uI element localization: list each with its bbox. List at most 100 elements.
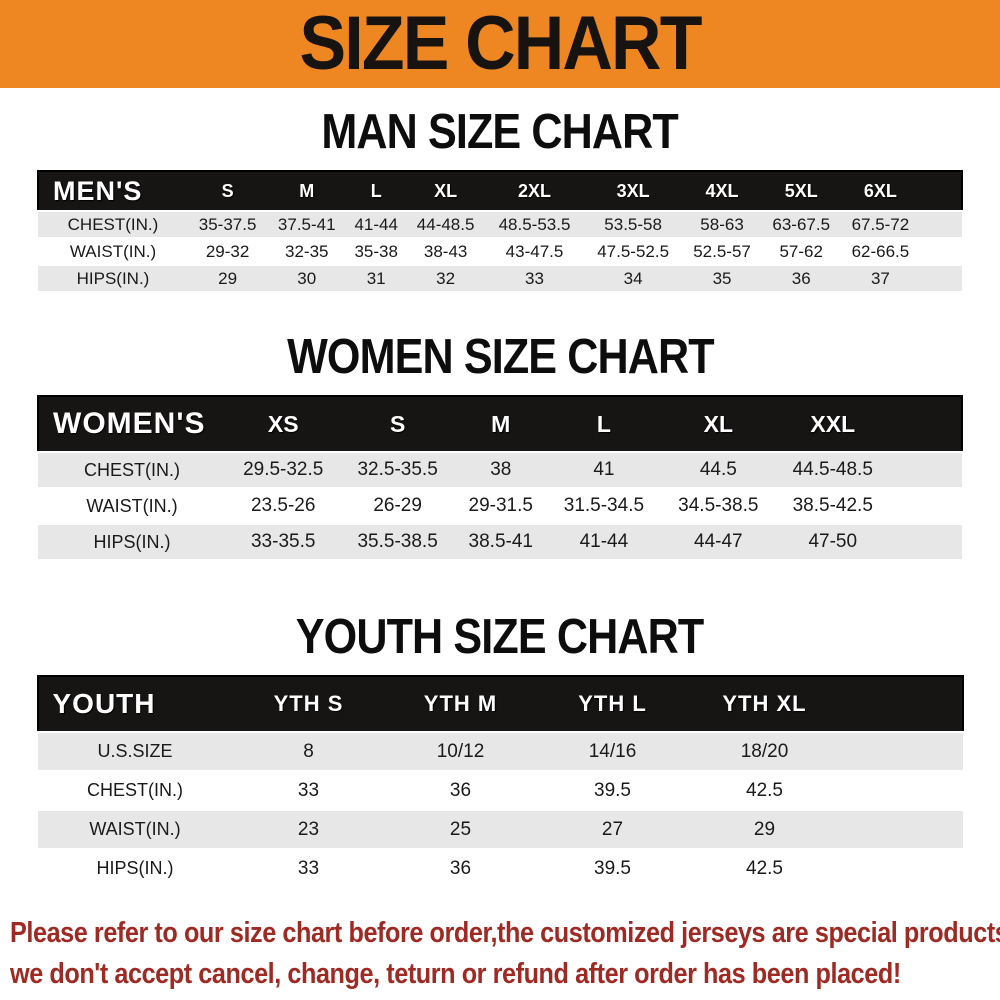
disclaimer-line-2: we don't accept cancel, change, teturn o… — [10, 958, 901, 990]
size-cell: 25 — [384, 809, 537, 850]
spacer-cell — [920, 210, 962, 239]
youth-ussize-row: U.S.SIZE 8 10/12 14/16 18/20 — [37, 731, 963, 772]
size-cell: 38 — [454, 451, 547, 489]
women-heading-text: WOMEN SIZE CHART — [286, 330, 715, 384]
size-cell: 32-35 — [267, 237, 347, 266]
women-chest-row: CHEST(IN.) 29.5-32.5 32.5-35.5 38 41 44.… — [38, 451, 962, 489]
size-cell: 31.5-34.5 — [546, 487, 662, 525]
men-chest-row: CHEST(IN.) 35-37.5 37.5-41 41-44 44-48.5… — [38, 210, 962, 239]
column-header: M — [454, 396, 547, 452]
size-cell: 44-47 — [661, 523, 776, 561]
size-cell: 34.5-38.5 — [661, 487, 776, 525]
size-cell: 33 — [232, 770, 385, 811]
size-cell: 29.5-32.5 — [226, 451, 341, 489]
size-cell: 44-48.5 — [406, 210, 486, 239]
size-cell: 33 — [232, 848, 385, 889]
size-cell: 43-47.5 — [485, 237, 584, 266]
size-cell: 35.5-38.5 — [340, 523, 455, 561]
column-header: XL — [661, 396, 776, 452]
spacer-cell — [840, 809, 963, 850]
women-section-heading: WOMEN SIZE CHART — [0, 331, 1000, 395]
spacer-cell — [920, 264, 962, 293]
size-cell: 38.5-42.5 — [775, 487, 890, 525]
banner: SIZE CHART — [0, 0, 1000, 88]
spacer-cell — [890, 487, 962, 525]
row-label: WAIST(IN.) — [38, 237, 188, 266]
size-cell: 63-67.5 — [761, 210, 841, 239]
spacer-cell — [890, 523, 962, 561]
women-header-row: WOMEN'S XS S M L XL XXL — [38, 396, 962, 452]
column-header: XS — [226, 396, 341, 452]
spacer-cell — [920, 237, 962, 266]
row-label: WAIST(IN.) — [38, 487, 226, 525]
row-label: U.S.SIZE — [37, 731, 233, 772]
column-header: YTH M — [384, 676, 537, 732]
size-cell: 62-66.5 — [840, 237, 920, 266]
size-cell: 29 — [688, 809, 841, 850]
size-cell: 26-29 — [340, 487, 455, 525]
youth-chest-row: CHEST(IN.) 33 36 39.5 42.5 — [37, 770, 963, 811]
size-cell: 32 — [406, 264, 486, 293]
men-waist-row: WAIST(IN.) 29-32 32-35 35-38 38-43 43-47… — [38, 237, 962, 266]
size-cell: 42.5 — [688, 848, 841, 889]
row-label: CHEST(IN.) — [37, 770, 233, 811]
row-label: WAIST(IN.) — [37, 809, 233, 850]
column-header: L — [546, 396, 662, 452]
size-cell: 35-38 — [346, 237, 407, 266]
youth-section-heading: YOUTH SIZE CHART — [0, 611, 1000, 675]
column-header: YTH L — [536, 676, 689, 732]
column-header: L — [346, 171, 407, 211]
women-table-title: WOMEN'S — [38, 396, 226, 452]
size-cell: 36 — [761, 264, 841, 293]
column-header: 2XL — [485, 171, 584, 211]
size-cell: 42.5 — [688, 770, 841, 811]
size-cell: 36 — [384, 770, 537, 811]
men-table-title: MEN'S — [38, 171, 188, 211]
column-header: 3XL — [583, 171, 683, 211]
youth-header-row: YOUTH YTH S YTH M YTH L YTH XL — [37, 676, 963, 732]
size-cell: 57-62 — [761, 237, 841, 266]
row-label: CHEST(IN.) — [38, 210, 188, 239]
size-cell: 47.5-52.5 — [583, 237, 683, 266]
disclaimer-note: Please refer to our size chart before or… — [10, 915, 1000, 997]
spacer-cell — [840, 848, 963, 889]
size-cell: 32.5-35.5 — [340, 451, 455, 489]
youth-hips-row: HIPS(IN.) 33 36 39.5 42.5 — [37, 848, 963, 889]
column-header: 5XL — [761, 171, 841, 211]
size-cell: 37.5-41 — [267, 210, 347, 239]
size-cell: 53.5-58 — [583, 210, 683, 239]
row-label: HIPS(IN.) — [38, 264, 188, 293]
size-cell: 39.5 — [536, 848, 689, 889]
size-cell: 39.5 — [536, 770, 689, 811]
youth-table-title: YOUTH — [37, 676, 233, 732]
size-cell: 44.5-48.5 — [775, 451, 890, 489]
size-cell: 35 — [682, 264, 762, 293]
row-label: HIPS(IN.) — [38, 523, 226, 561]
size-cell: 27 — [536, 809, 689, 850]
size-cell: 35-37.5 — [188, 210, 268, 239]
disclaimer-line-1: Please refer to our size chart before or… — [10, 917, 1000, 949]
women-waist-row: WAIST(IN.) 23.5-26 26-29 29-31.5 31.5-34… — [38, 487, 962, 525]
spacer-cell — [840, 731, 963, 772]
spacer-cell — [840, 770, 963, 811]
spacer-cell — [840, 676, 963, 732]
size-cell: 8 — [232, 731, 385, 772]
column-header: S — [188, 171, 268, 211]
size-cell: 67.5-72 — [840, 210, 920, 239]
size-cell: 29-31.5 — [454, 487, 547, 525]
size-cell: 58-63 — [682, 210, 762, 239]
size-cell: 41-44 — [546, 523, 662, 561]
row-label: HIPS(IN.) — [37, 848, 233, 889]
men-size-table: MEN'S S M L XL 2XL 3XL 4XL 5XL 6XL CHEST… — [37, 170, 963, 293]
size-cell: 14/16 — [536, 731, 689, 772]
size-cell: 41 — [546, 451, 662, 489]
men-hips-row: HIPS(IN.) 29 30 31 32 33 34 35 36 37 — [38, 264, 962, 293]
size-cell: 33-35.5 — [226, 523, 341, 561]
size-cell: 34 — [583, 264, 683, 293]
column-header: S — [340, 396, 455, 452]
spacer-cell — [920, 171, 962, 211]
size-cell: 47-50 — [775, 523, 890, 561]
size-cell: 29 — [188, 264, 268, 293]
size-cell: 37 — [840, 264, 920, 293]
